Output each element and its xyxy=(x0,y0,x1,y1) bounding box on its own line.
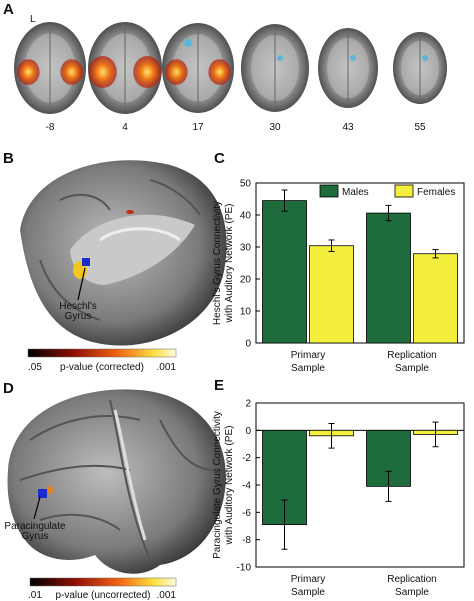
y-tick-label: -6 xyxy=(242,508,251,519)
legend-swatch xyxy=(319,184,339,198)
region-label: Paracingulate Gyrus xyxy=(4,521,66,542)
activation xyxy=(60,59,83,85)
brain-sagittal xyxy=(7,389,226,574)
y-tick-label: -8 xyxy=(242,535,251,546)
activation xyxy=(208,59,231,85)
y-tick-label: -2 xyxy=(242,453,251,464)
region-label: Heschl's Gyrus xyxy=(59,301,96,322)
y-tick-label: 20 xyxy=(240,275,252,286)
y-tick-label: 0 xyxy=(245,426,251,437)
y-tick-label: 50 xyxy=(240,179,252,190)
slice-label: 55 xyxy=(414,122,426,133)
slice-label: 4 xyxy=(122,122,128,133)
orientation-label: L xyxy=(30,14,36,25)
axial-slices: -8 4 17 30 43 55 xyxy=(14,22,447,133)
activation xyxy=(165,59,188,85)
colorbar-title: p-value (corrected) xyxy=(60,362,144,373)
x-tick-label: Primary Sample xyxy=(291,574,326,598)
y-tick-label: 40 xyxy=(240,211,252,222)
x-tick-label: Replication Sample xyxy=(387,350,436,374)
y-tick-label: 10 xyxy=(240,307,252,318)
slice-label: -8 xyxy=(46,122,55,133)
panel-letter: B xyxy=(3,150,14,167)
activation xyxy=(184,39,192,47)
y-axis-label-line: Paracingulate Gyrus Connectivity xyxy=(212,411,223,559)
activation xyxy=(422,55,428,61)
panel-letter: A xyxy=(3,1,14,18)
colorbar-title: p-value (uncorrected) xyxy=(55,590,150,601)
colorbar-max: .001 xyxy=(157,362,177,373)
panel-letter: D xyxy=(3,380,14,397)
colorbar-max: .001 xyxy=(157,590,177,601)
panel-letter: C xyxy=(214,150,225,167)
y-tick-label: -10 xyxy=(237,563,252,574)
x-tick-label: Primary Sample xyxy=(291,350,326,374)
legend-swatch xyxy=(394,184,414,198)
slice-label: 43 xyxy=(342,122,354,133)
bar xyxy=(366,212,411,344)
colorbar xyxy=(27,348,177,358)
activation xyxy=(277,55,283,61)
activation xyxy=(350,55,356,61)
activation xyxy=(17,59,40,85)
y-axis-label-line: with Auditory Network (PE) xyxy=(224,426,235,546)
y-axis-label-line: Heschl's Gyrus Connectivity xyxy=(212,201,223,325)
y-axis-label-line: with Auditory Network (PE) xyxy=(224,204,235,324)
slice-label: 30 xyxy=(269,122,281,133)
bar xyxy=(262,200,307,344)
y-tick-label: 0 xyxy=(245,339,251,350)
colorbar xyxy=(29,577,177,587)
slice-label: 17 xyxy=(192,122,204,133)
y-tick-label: 2 xyxy=(245,399,251,410)
brain-3d xyxy=(20,160,227,346)
activation xyxy=(88,56,117,88)
bar xyxy=(413,253,458,344)
x-tick-label: Replication Sample xyxy=(387,574,436,598)
y-tick-label: -4 xyxy=(242,481,251,492)
legend-label: Males xyxy=(342,187,369,198)
y-tick-label: 30 xyxy=(240,243,252,254)
colorbar-min: .01 xyxy=(28,590,42,601)
activation xyxy=(133,56,162,88)
plot-frame xyxy=(255,182,465,344)
y-axis-label: Paracingulate Gyrus Connectivitywith Aud… xyxy=(212,411,235,559)
panel-letter: E xyxy=(214,377,224,394)
legend-label: Females xyxy=(417,187,455,198)
bar xyxy=(309,245,354,344)
y-axis-label: Heschl's Gyrus Connectivitywith Auditory… xyxy=(212,201,235,325)
colorbar-min: .05 xyxy=(28,362,42,373)
